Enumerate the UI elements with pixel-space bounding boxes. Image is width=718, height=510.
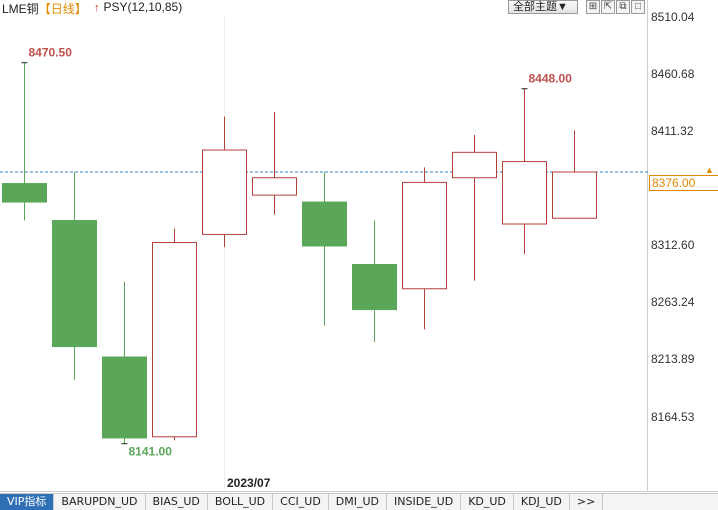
candle-body-up bbox=[402, 181, 447, 290]
low-price-annotation: 8141.00 bbox=[129, 445, 173, 459]
indicator-text: PSY(12,10,85) bbox=[103, 0, 183, 14]
candle-body-down bbox=[352, 263, 397, 311]
tab-boll-ud[interactable]: BOLL_UD bbox=[208, 494, 274, 510]
price-axis: 8510.04 8460.68 8411.32 8312.60 8263.24 8213.… bbox=[648, 0, 718, 490]
tab-barupdn-ud[interactable]: BARUPDN_UD bbox=[54, 494, 146, 510]
indicator-label[interactable]: ↑ PSY(12,10,85) bbox=[94, 0, 182, 14]
candle-body-down bbox=[2, 183, 47, 203]
tab-kd-ud[interactable]: KD_UD bbox=[461, 494, 514, 510]
candle-body-up bbox=[502, 161, 547, 225]
y-tick-label: 8460.68 bbox=[651, 67, 695, 82]
candlestick-chart: 8470.50 8448.00 8141.00 bbox=[0, 0, 718, 492]
up-arrow-icon: ↑ bbox=[94, 2, 100, 14]
candle-body-down bbox=[302, 201, 347, 247]
expand-icon[interactable]: ⇱ bbox=[601, 0, 615, 14]
chart-header: LME铜【日线】 ↑ PSY(12,10,85) 全部主题▼ ⊞ ⇱ ⧉ □ bbox=[0, 0, 718, 16]
indicator-tabs: VIP指标 BARUPDN_UD BIAS_UD BOLL_UD CCI_UD DMI_U… bbox=[0, 493, 718, 510]
maximize-icon[interactable]: □ bbox=[631, 0, 645, 14]
tab-vip-[interactable]: VIP指标 bbox=[0, 494, 55, 510]
price-marker-icon: ▲ bbox=[705, 165, 714, 175]
y-tick-label: 8510.04 bbox=[651, 10, 695, 24]
restore-icon[interactable]: ⧉ bbox=[616, 0, 630, 14]
y-tick-label: 8164.53 bbox=[651, 409, 695, 424]
candle-body-up bbox=[152, 242, 197, 438]
high-price-annotation: 8470.50 bbox=[29, 46, 73, 60]
period-label[interactable]: 【日线】 bbox=[38, 2, 87, 16]
y-tick-label: 8213.89 bbox=[651, 352, 695, 367]
tab-more[interactable]: >> bbox=[570, 494, 604, 510]
tab-inside-ud[interactable]: INSIDE_UD bbox=[387, 494, 462, 510]
candle-body-down bbox=[52, 220, 97, 348]
tab-dmi-ud[interactable]: DMI_UD bbox=[329, 494, 388, 510]
instrument-name: LME铜 bbox=[2, 2, 39, 16]
candle-body-up bbox=[452, 151, 497, 179]
current-price-label: 8376.00 bbox=[649, 175, 718, 191]
tab-kdj-ud[interactable]: KDJ_UD bbox=[514, 494, 570, 510]
x-axis-label: 2023/07 bbox=[227, 476, 271, 490]
grid-icon[interactable]: ⊞ bbox=[586, 0, 600, 14]
y-tick-label: 8312.60 bbox=[651, 238, 695, 253]
y-tick-label: 8411.32 bbox=[651, 124, 694, 139]
candle-body-up bbox=[252, 177, 297, 196]
y-tick-label: 8263.24 bbox=[651, 295, 695, 310]
high-price-annotation-2: 8448.00 bbox=[529, 72, 573, 86]
candle-body-up bbox=[202, 149, 247, 235]
theme-dropdown-button[interactable]: 全部主题▼ bbox=[508, 0, 578, 14]
tab-cci-ud[interactable]: CCI_UD bbox=[273, 494, 329, 510]
instrument-title: LME铜【日线】 bbox=[2, 0, 87, 17]
tab-bias-ud[interactable]: BIAS_UD bbox=[146, 494, 208, 510]
candle-body-down bbox=[102, 356, 147, 439]
candle-body-up bbox=[552, 171, 597, 219]
